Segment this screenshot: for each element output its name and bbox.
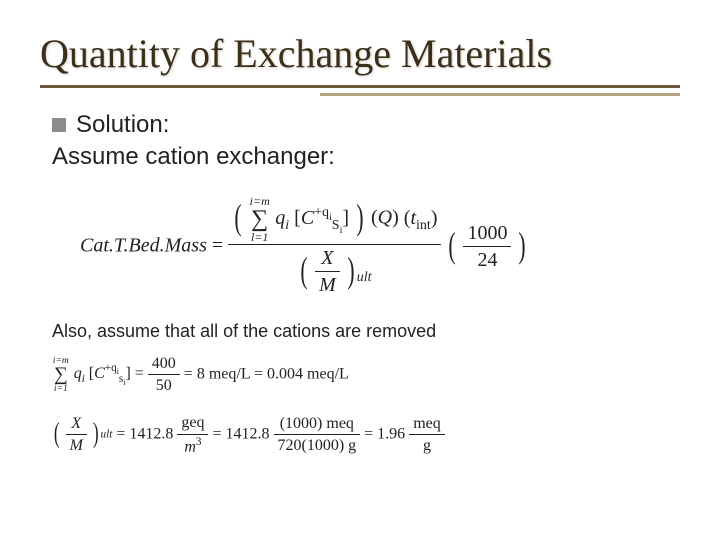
eq1-1000-24: 1000 24 [463, 221, 511, 272]
eq1-xm-frac: X M [315, 246, 340, 297]
sum-icon-2: ∑ [54, 365, 68, 384]
eq3-frac2: (1000) meq 720(1000) g [274, 414, 361, 455]
also-line: Also, assume that all of the cations are… [52, 321, 680, 342]
eq3-ult: ult [101, 429, 113, 441]
lparen-1: ( [235, 196, 242, 239]
equation-2: i=m ∑ i=1 qi [C+qisi] = 400 50 = 8 meq/L… [52, 354, 680, 395]
eq1-lhs: Cat.T.Bed.Mass [80, 235, 207, 257]
rparen-den: ) [347, 249, 354, 292]
eq1-sum-bot: l=1 [251, 231, 268, 243]
eq3-unit1: geq m3 [177, 413, 208, 456]
title-underline [40, 85, 680, 99]
rparen-2: ) [519, 224, 526, 266]
eq2-frac: 400 50 [148, 354, 180, 395]
rule-dark [40, 85, 680, 88]
rparen-1: ) [356, 196, 363, 239]
eq1-bracket: [C+qiSi] [294, 207, 349, 229]
eq2-bracket: [C+qisi] = [89, 365, 148, 382]
slide: Quantity of Exchange Materials Solution:… [0, 0, 720, 540]
eq3-lparen: ( [54, 417, 60, 450]
eq3-xm: X M [66, 414, 87, 455]
eq1-ult: ult [357, 270, 372, 285]
rule-light [320, 93, 680, 96]
eq2-qi: qi [74, 365, 85, 382]
eq3-rparen: ) [93, 417, 99, 450]
bullet-text: Solution: [76, 111, 169, 139]
sum-icon: ∑ [251, 207, 268, 231]
slide-title: Quantity of Exchange Materials [40, 30, 680, 77]
eq2-result: = 8 meq/L = 0.004 meq/L [184, 366, 349, 383]
assume-line: Assume cation exchanger: [52, 143, 680, 171]
eq1-Q: (Q) [371, 207, 399, 229]
equation-1: Cat.T.Bed.Mass = ( i=m ∑ l=1 qi [C+qiSi]… [80, 195, 680, 297]
eq1-sum: i=m ∑ l=1 [249, 195, 270, 243]
eq2-sum-bot: i=1 [54, 384, 68, 394]
bullet-row: Solution: [52, 111, 680, 139]
eq1-tint: (tint) [404, 207, 438, 229]
eq2-sum: i=m ∑ i=1 [52, 356, 70, 394]
lparen-den: ( [300, 249, 307, 292]
lparen-2: ( [449, 224, 456, 266]
eq3-v3: = 1.96 [364, 426, 405, 443]
equation-3: ( X M )ult = 1412.8 geq m3 = 1412.8 (100… [52, 413, 680, 456]
bullet-square-icon [52, 118, 66, 132]
eq1-main-frac: ( i=m ∑ l=1 qi [C+qiSi] ) (Q) (tint) ( X… [228, 195, 441, 297]
eq1-qi: qi [275, 207, 289, 229]
eq3-unit3: meq g [409, 414, 445, 455]
eq3-v2: = 1412.8 [212, 426, 269, 443]
equals-1: = [212, 235, 228, 257]
eq3-v1: = 1412.8 [116, 426, 173, 443]
